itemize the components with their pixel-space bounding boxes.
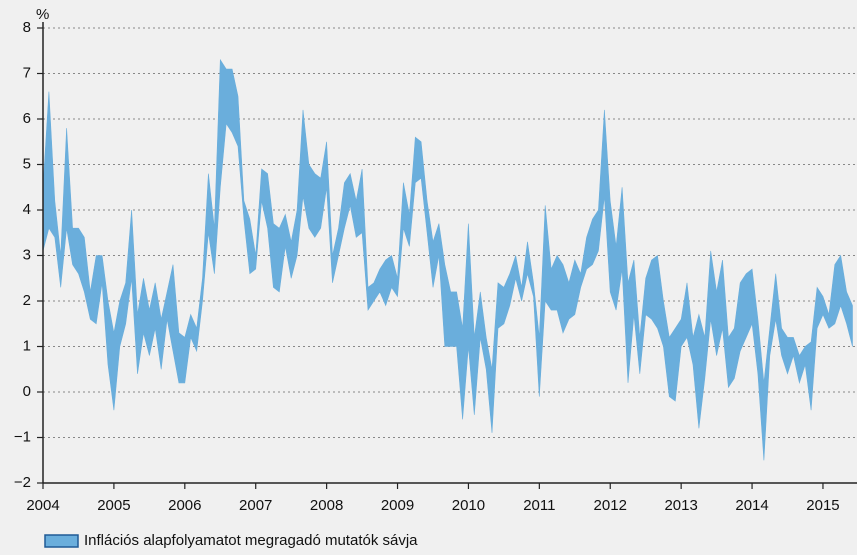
x-tick-label: 2013 xyxy=(664,497,697,514)
y-tick-label: 6 xyxy=(23,110,31,127)
band-area xyxy=(42,58,853,461)
x-tick-label: 2008 xyxy=(310,497,343,514)
y-tick-label: 2 xyxy=(23,292,31,309)
x-tick-label: 2009 xyxy=(381,497,414,514)
y-tick-label: −1 xyxy=(14,428,31,445)
legend-label: Inflációs alapfolyamatot megragadó mutat… xyxy=(84,532,418,549)
x-tick-label: 2015 xyxy=(806,497,839,514)
y-tick-label: 1 xyxy=(23,337,31,354)
x-tick-label: 2014 xyxy=(735,497,768,514)
y-tick-label: −2 xyxy=(14,474,31,491)
y-tick-label: 3 xyxy=(23,246,31,263)
x-tick-label: 2007 xyxy=(239,497,272,514)
y-tick-label: 4 xyxy=(23,201,31,218)
x-tick-label: 2005 xyxy=(97,497,130,514)
y-tick-label: 8 xyxy=(23,19,31,36)
y-tick-label: 0 xyxy=(23,383,31,400)
x-tick-label: 2011 xyxy=(523,497,555,514)
y-unit: % xyxy=(36,6,49,23)
y-tick-label: 5 xyxy=(23,155,31,172)
x-tick-label: 2010 xyxy=(452,497,485,514)
x-tick-label: 2006 xyxy=(168,497,201,514)
x-tick-label: 2004 xyxy=(26,497,59,514)
y-tick-label: 7 xyxy=(23,64,31,81)
legend-swatch xyxy=(44,534,79,548)
x-tick-label: 2012 xyxy=(594,497,627,514)
